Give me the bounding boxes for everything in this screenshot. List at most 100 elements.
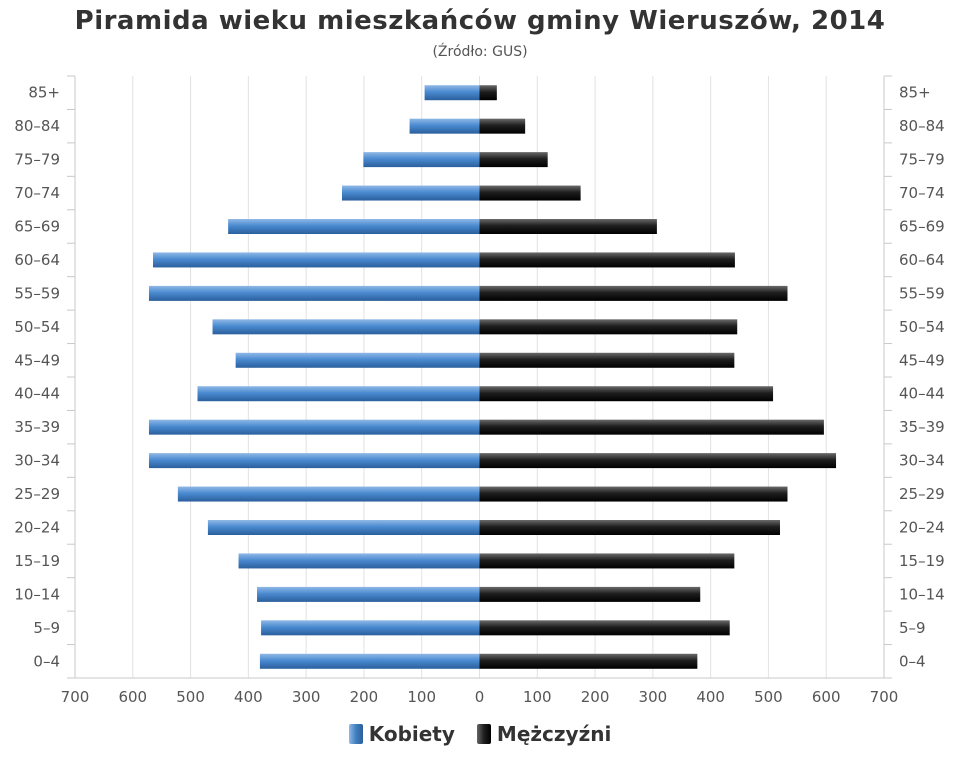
bar-mezczyzni-8[interactable] [479, 386, 774, 402]
chart-subtitle: (Źródło: GUS) [432, 44, 528, 60]
bar-mezczyzni-13[interactable] [479, 219, 657, 234]
legend-swatch-mezczyzni [476, 724, 491, 744]
y-tick-label-left: 35–39 [14, 418, 60, 436]
bar-mezczyzni-4[interactable] [479, 520, 780, 535]
bar-kobiety-10[interactable] [212, 319, 480, 335]
y-tick-label-right: 55–59 [899, 284, 945, 302]
bar-kobiety-13[interactable] [228, 219, 480, 234]
y-tick-label-right: 10–14 [899, 585, 945, 603]
y-tick-label-right: 65–69 [899, 218, 945, 236]
x-tick-label: 100 [407, 688, 436, 706]
x-tick-label: 600 [118, 688, 147, 706]
y-tick-label-right: 80–84 [899, 117, 945, 135]
x-tick-label: 300 [639, 688, 668, 706]
bar-mezczyzni-11[interactable] [479, 285, 788, 301]
y-tick-label-right: 15–19 [899, 552, 945, 570]
y-tick-label-right: 50–54 [899, 318, 945, 336]
legend-label-kobiety: Kobiety [368, 722, 455, 746]
y-tick-label-right: 30–34 [899, 452, 945, 470]
x-tick-label: 200 [581, 688, 610, 706]
y-tick-label-right: 20–24 [899, 519, 945, 537]
bar-mezczyzni-5[interactable] [479, 486, 788, 502]
x-tick-label: 400 [234, 688, 263, 706]
y-tick-label-right: 25–29 [899, 485, 945, 503]
y-tick-label-left: 85+ [28, 84, 60, 102]
y-tick-label-left: 15–19 [14, 552, 60, 570]
y-tick-label-right: 60–64 [899, 251, 945, 269]
y-tick-label-left: 55–59 [14, 284, 60, 302]
bar-mezczyzni-1[interactable] [479, 620, 730, 636]
y-tick-label-left: 75–79 [14, 151, 60, 169]
bar-mezczyzni-10[interactable] [479, 319, 738, 335]
bar-kobiety-5[interactable] [177, 486, 480, 502]
y-tick-label-left: 80–84 [14, 117, 60, 135]
bar-mezczyzni-6[interactable] [479, 453, 837, 469]
bar-kobiety-6[interactable] [148, 453, 480, 469]
tick-labels: 700 600 500 400 300 200 100 0 100 200 300 400 500 600… [14, 84, 944, 706]
y-tick-label-left: 5–9 [33, 619, 60, 637]
y-tick-label-left: 70–74 [14, 184, 60, 202]
bar-mezczyzni-7[interactable] [479, 419, 824, 435]
y-tick-label-left: 65–69 [14, 218, 60, 236]
x-tick-label: 400 [696, 688, 725, 706]
bar-mezczyzni-17[interactable] [479, 85, 497, 101]
legend-item-kobiety[interactable]: Kobiety [348, 722, 455, 746]
bar-mezczyzni-16[interactable] [479, 118, 526, 134]
x-tick-label: 600 [812, 688, 841, 706]
y-tick-label-left: 50–54 [14, 318, 60, 336]
bar-kobiety-16[interactable] [409, 118, 480, 134]
bar-kobiety-3[interactable] [238, 553, 480, 569]
bar-kobiety-2[interactable] [257, 586, 480, 602]
y-tick-label-left: 40–44 [14, 385, 60, 403]
bar-mezczyzni-0[interactable] [479, 653, 698, 669]
bar-kobiety-11[interactable] [148, 285, 480, 301]
bar-kobiety-0[interactable] [259, 653, 480, 669]
y-tick-label-right: 75–79 [899, 151, 945, 169]
bar-mezczyzni-14[interactable] [479, 185, 581, 201]
bar-kobiety-7[interactable] [148, 419, 480, 435]
y-tick-label-right: 85+ [899, 84, 931, 102]
y-tick-label-right: 0–4 [899, 652, 926, 670]
axes [67, 75, 892, 679]
bar-kobiety-8[interactable] [197, 386, 480, 402]
y-tick-label-left: 20–24 [14, 519, 60, 537]
y-tick-label-right: 35–39 [899, 418, 945, 436]
y-tick-label-left: 0–4 [33, 652, 60, 670]
bar-mezczyzni-3[interactable] [479, 553, 735, 569]
y-tick-label-left: 60–64 [14, 251, 60, 269]
bar-kobiety-1[interactable] [261, 620, 480, 636]
y-tick-label-right: 40–44 [899, 385, 945, 403]
y-tick-label-left: 45–49 [14, 351, 60, 369]
bar-mezczyzni-12[interactable] [479, 252, 735, 268]
bar-mezczyzni-9[interactable] [479, 352, 735, 368]
x-tick-label: 200 [350, 688, 379, 706]
x-tick-label: 0 [475, 688, 485, 706]
y-tick-label-left: 25–29 [14, 485, 60, 503]
y-tick-label-right: 70–74 [899, 184, 945, 202]
bar-kobiety-15[interactable] [363, 152, 480, 168]
bars [148, 85, 837, 669]
legend: Kobiety Mężczyźni [0, 722, 960, 746]
bar-kobiety-14[interactable] [341, 185, 480, 201]
bar-mezczyzni-2[interactable] [479, 586, 701, 602]
legend-item-mezczyzni[interactable]: Mężczyźni [476, 722, 612, 746]
y-tick-label-left: 10–14 [14, 585, 60, 603]
y-tick-label-right: 5–9 [899, 619, 926, 637]
chart-title: Piramida wieku mieszkańców gminy Wierusz… [74, 6, 886, 36]
y-tick-label-right: 45–49 [899, 351, 945, 369]
bar-kobiety-9[interactable] [235, 352, 480, 368]
bar-mezczyzni-15[interactable] [479, 152, 548, 168]
y-tick-label-left: 30–34 [14, 452, 60, 470]
x-tick-label: 700 [61, 688, 90, 706]
legend-swatch-kobiety [348, 724, 363, 744]
legend-label-mezczyzni: Mężczyźni [496, 722, 612, 746]
bar-kobiety-12[interactable] [153, 252, 480, 268]
x-tick-label: 300 [292, 688, 321, 706]
x-tick-label: 700 [870, 688, 899, 706]
bar-kobiety-4[interactable] [207, 520, 480, 535]
bar-kobiety-17[interactable] [424, 85, 480, 101]
x-tick-label: 500 [176, 688, 205, 706]
x-tick-label: 500 [754, 688, 783, 706]
x-tick-label: 100 [523, 688, 552, 706]
